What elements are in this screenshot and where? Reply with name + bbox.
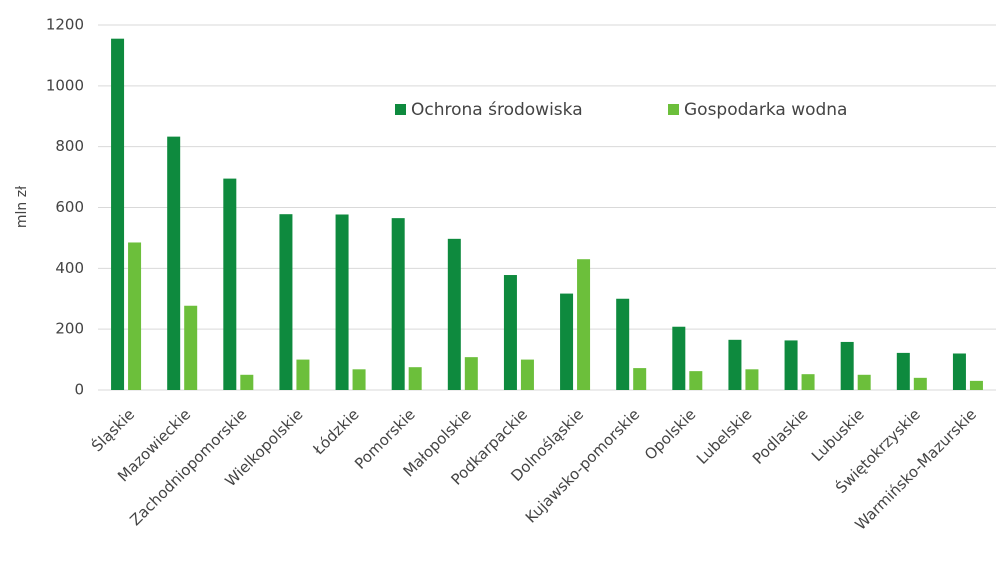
bar — [616, 298, 630, 390]
bar — [240, 374, 254, 390]
bar — [391, 218, 405, 390]
bar — [223, 178, 237, 390]
bar — [408, 367, 422, 390]
bar — [633, 368, 647, 390]
bar — [577, 259, 591, 390]
y-tick-label: 1200 — [46, 16, 84, 34]
bar — [464, 357, 478, 390]
legend-swatch — [668, 104, 679, 115]
legend-label: Gospodarka wodna — [684, 100, 847, 120]
x-tick-label: Śląskie — [87, 405, 138, 456]
bar — [857, 374, 871, 390]
bar — [840, 341, 854, 390]
x-tick-label: Lubelskie — [693, 405, 756, 468]
bar — [184, 305, 198, 390]
bar — [689, 371, 703, 390]
y-tick-label: 1000 — [46, 76, 84, 94]
bar — [503, 275, 517, 390]
bar — [784, 340, 798, 390]
y-tick-label: 600 — [55, 198, 84, 216]
x-tick-label: Łódzkie — [309, 405, 363, 459]
bar — [801, 374, 815, 390]
bar — [335, 214, 349, 390]
bar — [952, 353, 966, 390]
bar — [279, 214, 293, 390]
x-tick-label: Podlaskie — [749, 405, 812, 468]
bar — [896, 352, 910, 390]
y-tick-label: 400 — [55, 259, 84, 277]
bar — [447, 238, 461, 390]
bar — [745, 369, 759, 390]
y-tick-label: 800 — [55, 137, 84, 155]
bar — [128, 242, 142, 390]
bar — [167, 136, 181, 390]
x-tick-label: Kujawsko-pomorskie — [522, 405, 643, 526]
y-axis-label: mln zł — [14, 186, 30, 228]
bar — [352, 369, 366, 390]
y-tick-label: 0 — [74, 381, 84, 399]
bar — [969, 380, 983, 390]
bar — [728, 339, 742, 390]
y-tick-label: 200 — [55, 320, 84, 338]
legend-label: Ochrona środowiska — [411, 100, 583, 120]
bar — [913, 377, 927, 390]
bar — [111, 38, 125, 390]
x-tick-label: Lubuskie — [808, 405, 868, 465]
bar — [296, 359, 310, 390]
bar — [560, 293, 574, 390]
bar — [672, 326, 686, 390]
x-tick-label: Opolskie — [641, 405, 699, 463]
legend-swatch — [395, 104, 406, 115]
bar — [520, 359, 534, 390]
